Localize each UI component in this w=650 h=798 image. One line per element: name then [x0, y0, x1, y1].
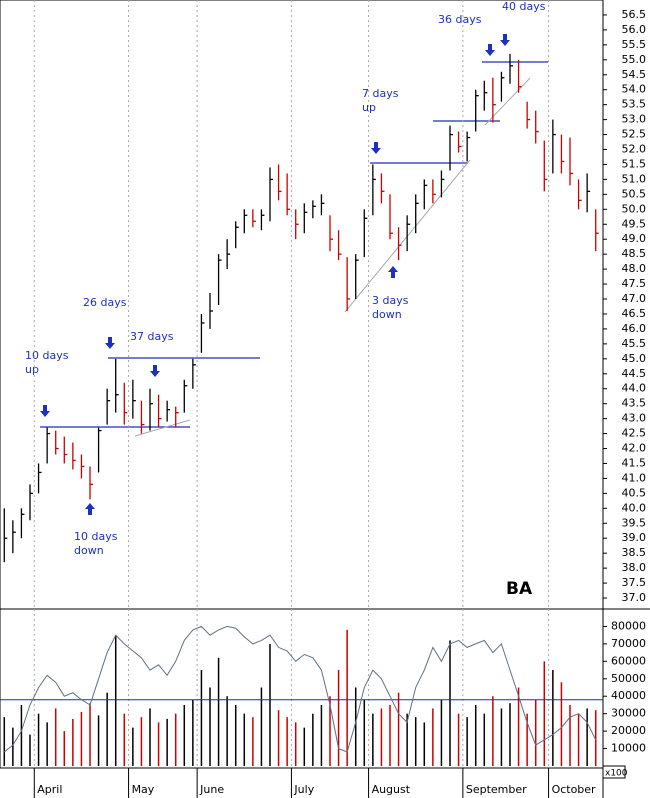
y-tick-label: 46.0 — [622, 322, 647, 335]
y-tick-label: 47.5 — [622, 277, 647, 290]
annotation: 10 days — [74, 530, 118, 543]
y-tick-label: 42.5 — [622, 427, 647, 440]
y-tick-label: 39.5 — [622, 516, 647, 529]
y-tick-label: 40000 — [611, 689, 646, 702]
y-tick-label: 50.5 — [622, 187, 647, 200]
annotation: down — [74, 544, 104, 557]
annotation: up — [362, 101, 376, 114]
x-tick-label: August — [372, 783, 411, 796]
annotation: 40 days — [502, 0, 546, 13]
annotation: up — [25, 363, 39, 376]
arrows — [40, 34, 510, 515]
volume-indicator — [3, 625, 597, 753]
y-tick-label: 51.0 — [622, 172, 647, 185]
y-tick-label: 39.0 — [622, 531, 647, 544]
unit-label: x100 — [605, 769, 628, 779]
y-tick-label: 70000 — [611, 637, 646, 650]
annotation: 26 days — [83, 296, 127, 309]
y-tick-label: 48.5 — [622, 247, 647, 260]
x-tick-label: July — [293, 783, 314, 796]
annotation: 10 days — [25, 349, 69, 362]
y-tick-label: 42.0 — [622, 442, 647, 455]
y-tick-label: 54.0 — [622, 83, 647, 96]
y-tick-label: 40.5 — [622, 486, 647, 499]
y-tick-label: 45.5 — [622, 337, 647, 350]
annotation: 36 days — [438, 13, 482, 26]
y-tick-label: 56.0 — [622, 23, 647, 36]
y-tick-label: 55.5 — [622, 38, 647, 51]
y-tick-label: 52.5 — [622, 128, 647, 141]
y-tick-label: 48.0 — [622, 262, 647, 275]
annotation: 3 days — [372, 294, 409, 307]
annotation: 37 days — [130, 330, 174, 343]
y-tick-label: 43.5 — [622, 397, 647, 410]
y-tick-label: 41.5 — [622, 456, 647, 469]
y-tick-label: 43.0 — [622, 412, 647, 425]
x-tick-label: September — [466, 783, 527, 796]
y-tick-label: 53.0 — [622, 113, 647, 126]
y-tick-label: 20000 — [611, 724, 646, 737]
y-tick-label: 45.0 — [622, 352, 647, 365]
y-tick-label: 49.5 — [622, 217, 647, 230]
y-tick-label: 44.0 — [622, 382, 647, 395]
annotation: 7 days — [362, 87, 399, 100]
y-tick-label: 55.0 — [622, 53, 647, 66]
y-tick-label: 30000 — [611, 707, 646, 720]
y-tick-label: 47.0 — [622, 292, 647, 305]
annotation: down — [372, 308, 402, 321]
y-tick-label: 38.5 — [622, 546, 647, 559]
y-tick-label: 50000 — [611, 672, 646, 685]
support-lines — [40, 61, 548, 428]
y-tick-label: 44.5 — [622, 367, 647, 380]
x-tick-label: May — [132, 783, 155, 796]
y-tick-label: 51.5 — [622, 157, 647, 170]
chart-title: BA — [506, 579, 533, 599]
y-tick-label: 53.5 — [622, 98, 647, 111]
y-tick-label: 38.0 — [622, 561, 647, 574]
plot-frame — [0, 0, 604, 769]
y-tick-label: 37.5 — [622, 576, 647, 589]
y-tick-label: 54.5 — [622, 68, 647, 81]
y-tick-label: 37.0 — [622, 591, 647, 604]
x-tick-label: June — [199, 783, 224, 796]
y-tick-label: 46.5 — [622, 307, 647, 320]
trend-lines — [134, 77, 531, 437]
y-tick-label: 60000 — [611, 654, 646, 667]
unit-box — [602, 765, 626, 779]
x-tick-label: April — [37, 783, 62, 796]
y-tick-label: 50.0 — [622, 202, 647, 215]
y-tick-label: 80000 — [611, 619, 646, 632]
y-tick-label: 40.0 — [622, 501, 647, 514]
y-tick-label: 10000 — [611, 742, 646, 755]
y-tick-label: 41.0 — [622, 471, 647, 484]
y-tick-label: 52.0 — [622, 143, 647, 156]
y-tick-label: 49.0 — [622, 232, 647, 245]
y-tick-label: 56.5 — [622, 8, 647, 21]
annotations: 10 days up 26 days 37 days 10 days down … — [25, 0, 546, 557]
x-tick-label: October — [552, 783, 596, 796]
